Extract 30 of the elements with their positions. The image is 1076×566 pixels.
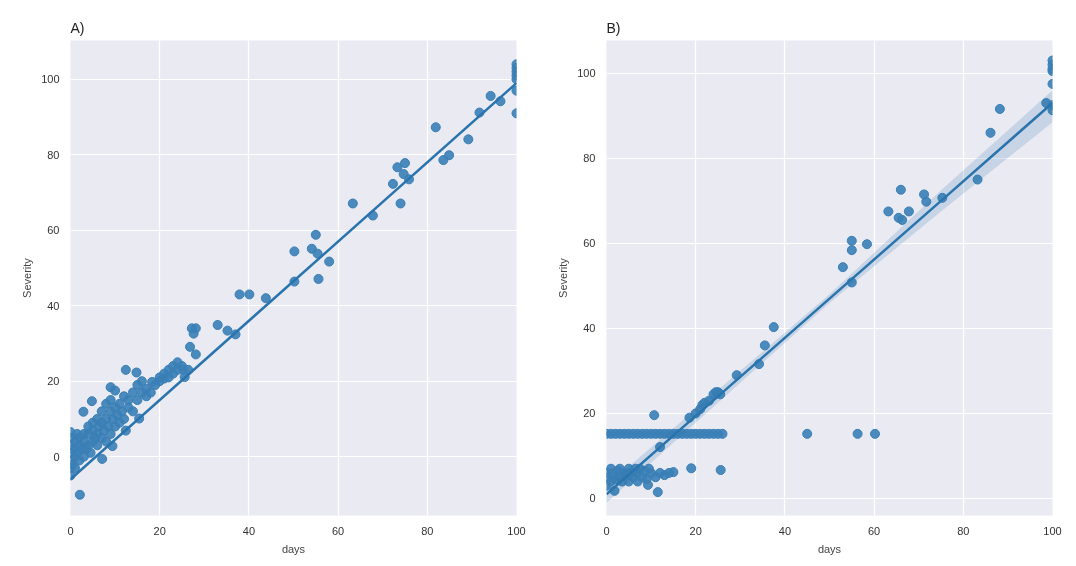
x-tick-label: 60 [331, 524, 345, 537]
y-tick-label: 20 [47, 375, 60, 388]
y-tick-label: 60 [47, 224, 60, 237]
y-tick-label: 80 [47, 148, 60, 161]
y-tick-label: 40 [47, 299, 60, 312]
y-tick-label: 100 [41, 73, 60, 86]
x-tick-label: 40 [242, 524, 256, 537]
y-tick-label: 0 [589, 492, 596, 505]
x-tick-label: 20 [153, 524, 166, 537]
x-tick-label: 80 [957, 524, 970, 537]
x-tick-label: 0 [603, 524, 610, 537]
y-tick-label: 60 [583, 237, 596, 250]
y-tick-label: 100 [577, 67, 596, 80]
y-tick-label: 40 [583, 322, 596, 335]
x-axis-title: days [817, 542, 842, 555]
y-tick-label: 0 [53, 450, 60, 463]
x-tick-label: 100 [1043, 524, 1062, 537]
y-tick-label: 20 [583, 407, 596, 420]
y-tick-label: 80 [583, 152, 596, 165]
y-axis-title: Severity [21, 257, 34, 298]
x-tick-label: 40 [778, 524, 792, 537]
chart-title: B) [606, 19, 621, 36]
x-tick-label: 20 [689, 524, 702, 537]
chart-title: A) [70, 19, 85, 36]
y-axis-title: Severity [557, 257, 570, 298]
x-tick-label: 60 [867, 524, 881, 537]
x-tick-label: 100 [507, 524, 526, 537]
x-tick-label: 0 [67, 524, 74, 537]
x-tick-label: 80 [421, 524, 434, 537]
x-axis-title: days [281, 542, 306, 555]
